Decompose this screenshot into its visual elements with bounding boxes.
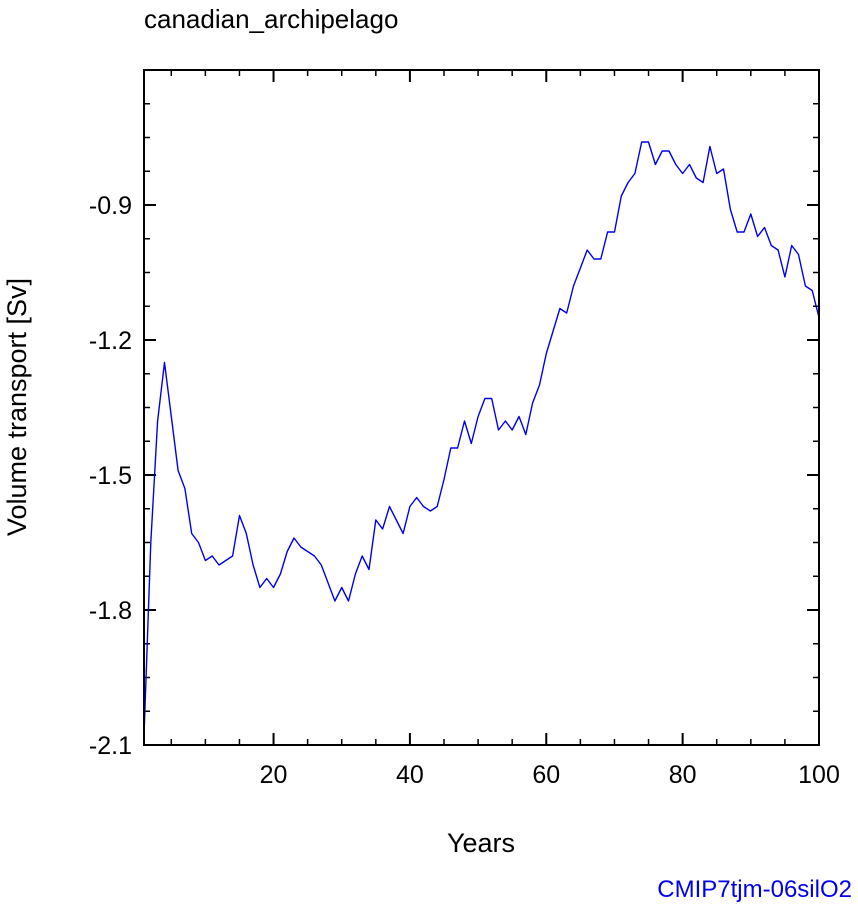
y-tick-label: -1.2 xyxy=(89,327,132,355)
y-axis-label: Volume transport [Sv] xyxy=(2,278,32,536)
x-axis-label: Years xyxy=(447,828,515,858)
chart-title: canadian_archipelago xyxy=(144,4,398,34)
y-axis-ticks: -2.1 -1.8 -1.5 -1.2 -0.9 xyxy=(89,192,819,760)
x-tick-label: 40 xyxy=(396,761,424,789)
plot-frame xyxy=(143,69,820,746)
y-tick-label: -1.8 xyxy=(89,597,132,625)
x-axis-ticks: 20 40 60 80 100 xyxy=(260,70,840,789)
y-tick-label: -2.1 xyxy=(89,732,132,760)
x-tick-label: 20 xyxy=(260,761,288,789)
y-tick-label: -0.9 xyxy=(89,192,132,220)
footer-label: CMIP7tjm-06silO2 xyxy=(657,876,852,903)
x-tick-label: 100 xyxy=(798,761,840,789)
series-line xyxy=(143,141,820,737)
y-tick-label: -1.5 xyxy=(89,462,132,490)
x-tick-label: 60 xyxy=(532,761,560,789)
x-tick-label: 80 xyxy=(669,761,697,789)
